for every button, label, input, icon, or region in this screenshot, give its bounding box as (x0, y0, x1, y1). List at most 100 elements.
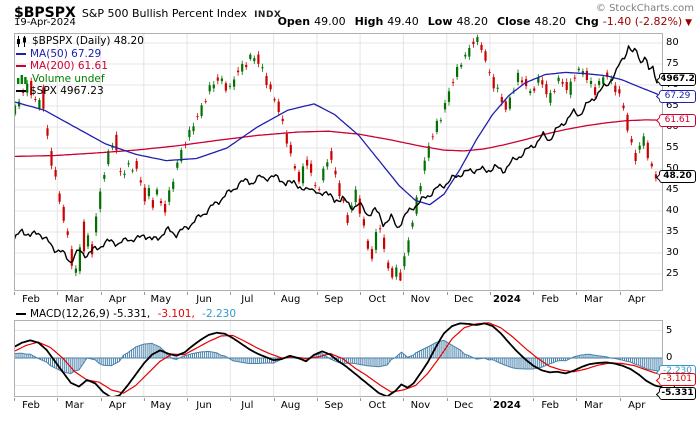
month-tick (230, 398, 232, 401)
month-tick (446, 292, 448, 295)
month-tick (57, 398, 59, 401)
x-axis-months-bottom: Feb Mar Apr May Jun Jul Aug Sep Oct Nov Dec 2024 Feb… (14, 398, 663, 413)
main-price-plot (14, 33, 663, 291)
ohlc-label: Close (497, 15, 531, 28)
page-title: S&P 500 Bullish Percent Index (81, 7, 248, 20)
x-axis-month-label: Feb (22, 294, 40, 305)
line-icon (16, 65, 26, 68)
x-axis-month-label: Dec (453, 294, 474, 305)
macd-signal-label: -3.101 (659, 373, 696, 386)
ohlc-readout: Open 49.00 High 49.40 Low 48.20 Close 48.20 Chg -… (278, 15, 692, 28)
y-axis-tick: 45 (666, 184, 679, 195)
month-tick (403, 292, 405, 295)
candlestick-icon (17, 35, 26, 47)
x-axis-month-label: Mar (64, 294, 84, 305)
x-axis-month-label: Dec (453, 400, 474, 411)
volume-bars-icon (17, 74, 27, 84)
month-tick (403, 398, 405, 401)
macd-plot (14, 320, 663, 397)
x-axis-month-label: Aug (280, 294, 301, 305)
spx-last-label: 4967.2 (659, 73, 696, 87)
x-axis-month-label: Mar (584, 400, 603, 411)
chg-dropdown-arrow[interactable]: ▼ (682, 18, 692, 28)
month-tick (619, 292, 621, 295)
ma50-value-label: 67.29 (659, 89, 696, 103)
copyright-note: © StockCharts.com (595, 3, 694, 14)
month-tick (360, 292, 362, 295)
legend-bpspx: $BPSPX (Daily) 48.20 (16, 35, 144, 47)
ohlc-item: Low 48.20 (428, 15, 488, 28)
legend-ma50-label: MA(50) 67.29 (30, 47, 102, 60)
month-tick (187, 292, 189, 295)
x-axis-month-label: Oct (368, 294, 386, 305)
ohlc-item: High 49.40 (355, 15, 419, 28)
macd-legend-part: MACD(12,26,9) -5.331, (30, 308, 151, 320)
line-icon (16, 52, 26, 55)
month-tick (619, 398, 621, 401)
month-tick (316, 292, 318, 295)
x-axis-month-label: Apr (628, 294, 646, 305)
x-axis-month-label: Jul (241, 294, 254, 305)
ohlc-label: Low (427, 15, 453, 28)
x-axis-month-label: Apr (108, 400, 127, 411)
x-axis-month-label: May (150, 294, 172, 305)
x-axis-month-label: Mar (64, 400, 84, 411)
y-axis-tick: 75 (666, 58, 679, 69)
legend-volume: Volume undef (16, 73, 105, 85)
y-axis-tick: 30 (666, 247, 679, 258)
month-tick (187, 398, 189, 401)
x-axis-month-label: Apr (628, 400, 646, 411)
month-tick (100, 292, 102, 295)
x-axis-month-label: Feb (22, 400, 40, 411)
ohlc-item: Close 48.20 (497, 15, 566, 28)
month-tick (533, 398, 535, 401)
y-axis-tick: 25 (666, 268, 679, 279)
macd-legend-part: -2.230 (198, 308, 236, 320)
month-tick (57, 292, 59, 295)
macd-y-axis-tick: 5 (666, 324, 673, 336)
ohlc-item: Chg -1.40 (-2.82%) ▼ (575, 15, 692, 28)
month-tick (14, 398, 15, 401)
month-tick (230, 292, 232, 295)
x-axis-month-label: Nov (410, 294, 431, 305)
macd-line-label: -5.331 (659, 387, 696, 400)
line-icon (16, 313, 26, 315)
y-axis-tick: 40 (666, 205, 679, 216)
ohlc-label: Chg (574, 15, 599, 28)
month-tick (14, 292, 15, 295)
ohlc-value: 48.20 (534, 15, 566, 28)
ohlc-value: 49.00 (314, 15, 346, 28)
y-axis-tick: 50 (666, 163, 679, 174)
x-axis-month-label: Mar (584, 294, 603, 305)
legend-volume-label: Volume undef (32, 72, 105, 85)
ohlc-value: 48.20 (456, 15, 489, 28)
symbol: $BPSPX (14, 5, 76, 21)
ma200-value-label: 61.61 (659, 113, 696, 127)
y-axis-tick: 80 (666, 37, 679, 48)
month-tick (489, 398, 491, 401)
y-axis-tick: 55 (666, 142, 679, 153)
legend-ma50: MA(50) 67.29 (16, 48, 101, 60)
line-icon (16, 90, 26, 93)
x-axis-month-label: 2024 (493, 294, 521, 305)
ohlc-label: Open (277, 15, 311, 28)
chart-date: 19-Apr-2024 (14, 17, 76, 28)
x-axis-month-label: Jun (196, 400, 212, 411)
month-tick (143, 292, 145, 295)
month-tick (143, 398, 145, 401)
ohlc-item: Open 49.00 (278, 15, 346, 28)
x-axis-month-label: Sep (324, 294, 344, 305)
month-tick (273, 292, 275, 295)
y-axis-tick: 65 (666, 100, 679, 111)
x-axis-month-label: Aug (280, 400, 301, 411)
x-axis-month-label: Feb (541, 400, 560, 411)
month-tick (576, 292, 578, 295)
legend-spx-label: $SPX 4967.23 (30, 85, 104, 98)
legend-bpspx-label: $BPSPX (Daily) 48.20 (32, 35, 144, 47)
month-tick (576, 398, 578, 401)
x-axis-month-label: Oct (368, 400, 386, 411)
ohlc-value: 49.40 (387, 15, 419, 28)
x-axis-month-label: Nov (410, 400, 431, 411)
macd-legend-part: -3.101, (154, 308, 195, 320)
